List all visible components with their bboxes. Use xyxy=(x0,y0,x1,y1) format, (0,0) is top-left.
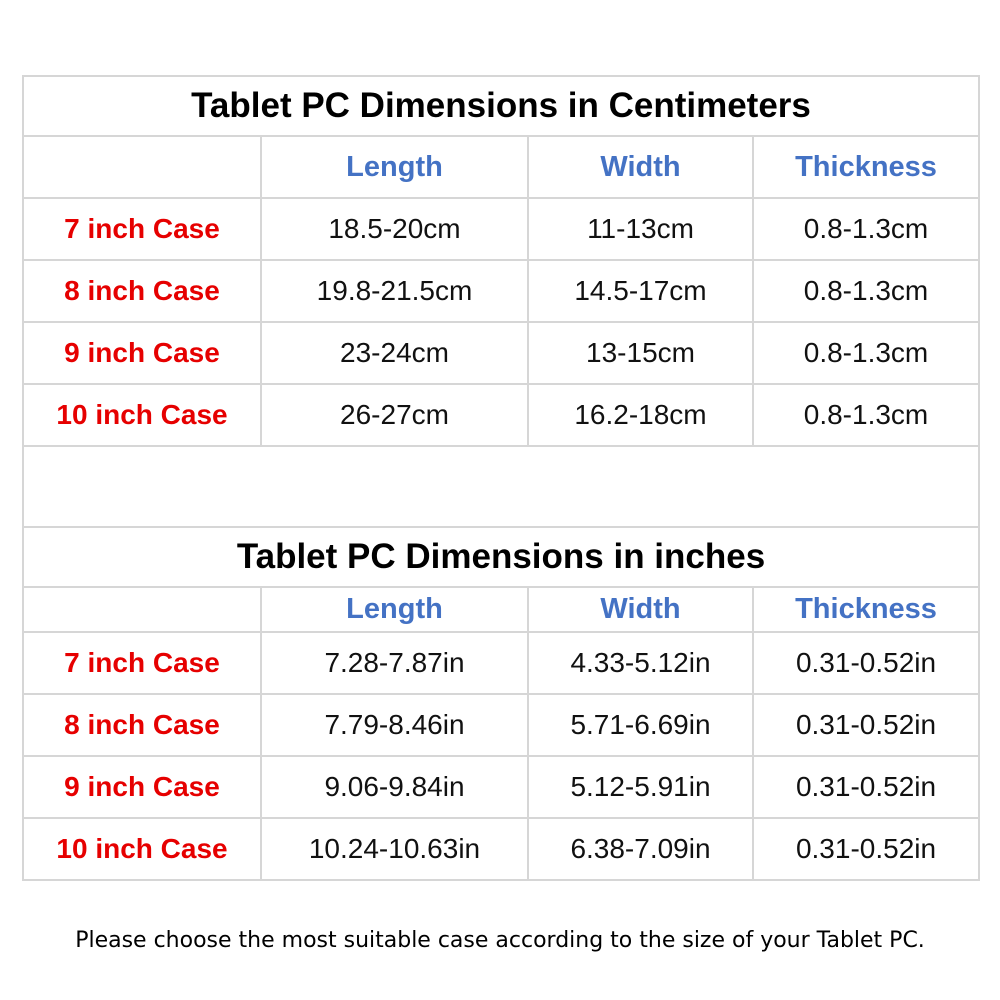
table-cell: 7.79-8.46in xyxy=(260,693,529,757)
column-header xyxy=(22,586,262,633)
table-row: 10 inch Case 10.24-10.63in 6.38-7.09in 0.31… xyxy=(22,817,981,881)
table-cell: 0.31-0.52in xyxy=(751,755,981,819)
table-cell: 9.06-9.84in xyxy=(260,755,529,819)
table-cell: 5.71-6.69in xyxy=(527,693,754,757)
column-header: Width xyxy=(527,586,754,633)
table-row: 8 inch Case 7.79-8.46in 5.71-6.69in 0.31-0.… xyxy=(22,693,981,757)
table-cell: 0.31-0.52in xyxy=(751,631,981,695)
table-cell: 0.8-1.3cm xyxy=(751,259,981,323)
column-header: Thickness xyxy=(751,586,981,633)
table-cell: 0.8-1.3cm xyxy=(751,383,981,447)
table-row: 7 inch Case 18.5-20cm 11-13cm 0.8-1.3cm xyxy=(22,197,981,261)
table-cell: 26-27cm xyxy=(260,383,529,447)
column-header: Thickness xyxy=(751,135,981,199)
footer-note: Please choose the most suitable case acc… xyxy=(75,928,925,953)
row-label: 9 inch Case xyxy=(22,321,262,385)
table-cell: 4.33-5.12in xyxy=(527,631,754,695)
table-title-row: Tablet PC Dimensions in Centimeters xyxy=(21,75,981,137)
row-label: 9 inch Case xyxy=(22,755,262,819)
dimensions-table: Tablet PC Dimensions in Centimeters Lengt… xyxy=(21,75,981,881)
table-cell: 13-15cm xyxy=(527,321,754,385)
column-header: Length xyxy=(260,586,529,633)
table-cell: 23-24cm xyxy=(260,321,529,385)
row-label: 7 inch Case xyxy=(22,631,262,695)
table-cell: 0.31-0.52in xyxy=(751,693,981,757)
table-cell: 11-13cm xyxy=(527,197,754,261)
spacer-cell xyxy=(21,445,981,528)
row-label: 8 inch Case xyxy=(22,693,262,757)
column-header xyxy=(22,135,262,199)
table-row: 9 inch Case 23-24cm 13-15cm 0.8-1.3cm xyxy=(22,321,981,385)
table-cell: 10.24-10.63in xyxy=(260,817,529,881)
table-title: Tablet PC Dimensions in Centimeters xyxy=(21,75,981,137)
header-row: Length Width Thickness xyxy=(22,135,981,199)
table-cell: 0.31-0.52in xyxy=(751,817,981,881)
table-cell: 6.38-7.09in xyxy=(527,817,754,881)
header-row: Length Width Thickness xyxy=(22,586,981,633)
table-title: Tablet PC Dimensions in inches xyxy=(21,526,981,588)
table-row: 10 inch Case 26-27cm 16.2-18cm 0.8-1.3cm xyxy=(22,383,981,447)
row-label: 8 inch Case xyxy=(22,259,262,323)
row-label: 7 inch Case xyxy=(22,197,262,261)
table-cell: 14.5-17cm xyxy=(527,259,754,323)
column-header: Length xyxy=(260,135,529,199)
table-cell: 5.12-5.91in xyxy=(527,755,754,819)
spacer-row xyxy=(21,445,981,528)
column-header: Width xyxy=(527,135,754,199)
table-cell: 0.8-1.3cm xyxy=(751,197,981,261)
row-label: 10 inch Case xyxy=(22,817,262,881)
table-cell: 18.5-20cm xyxy=(260,197,529,261)
table-row: 7 inch Case 7.28-7.87in 4.33-5.12in 0.31-0.… xyxy=(22,631,981,695)
table-cell: 7.28-7.87in xyxy=(260,631,529,695)
table-cell: 19.8-21.5cm xyxy=(260,259,529,323)
table-title-row: Tablet PC Dimensions in inches xyxy=(21,526,981,588)
table-row: 8 inch Case 19.8-21.5cm 14.5-17cm 0.8-1.3cm xyxy=(22,259,981,323)
table-cell: 0.8-1.3cm xyxy=(751,321,981,385)
table-row: 9 inch Case 9.06-9.84in 5.12-5.91in 0.31-0.… xyxy=(22,755,981,819)
table-cell: 16.2-18cm xyxy=(527,383,754,447)
row-label: 10 inch Case xyxy=(22,383,262,447)
